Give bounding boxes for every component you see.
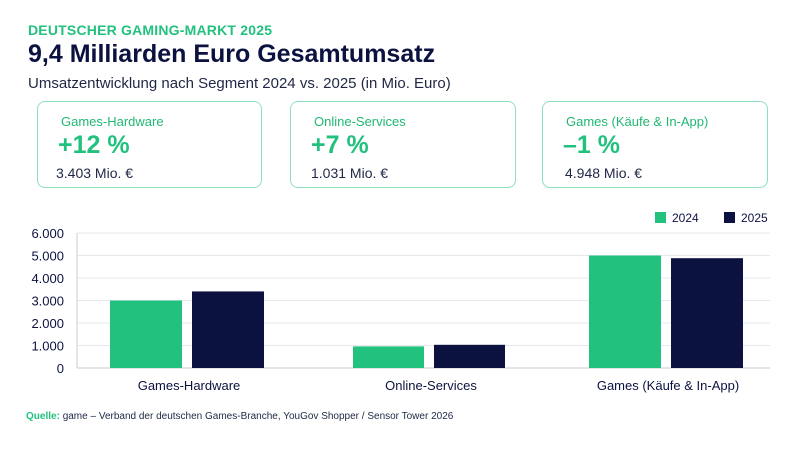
page-title: 9,4 Milliarden Euro Gesamtumsatz bbox=[28, 40, 436, 68]
y-tick-label: 0 bbox=[57, 361, 64, 376]
kpi-card-hardware: Games-Hardware +12 % 3.403 Mio. € bbox=[37, 101, 262, 188]
legend-swatch-2024 bbox=[655, 212, 666, 223]
kpi-value: 3.403 Mio. € bbox=[56, 165, 134, 181]
kpi-card-online-services: Online-Services +7 % 1.031 Mio. € bbox=[290, 101, 516, 188]
chart-kicker: DEUTSCHER GAMING-MARKT 2025 bbox=[28, 22, 273, 38]
legend-label: 2025 bbox=[741, 211, 768, 225]
kpi-label: Games-Hardware bbox=[61, 114, 164, 129]
chart-subtitle: Umsatzentwicklung nach Segment 2024 vs. … bbox=[28, 75, 451, 92]
legend-swatch-2025 bbox=[724, 212, 735, 223]
bar-2024 bbox=[353, 346, 424, 368]
kpi-label: Online-Services bbox=[314, 114, 406, 129]
bar-2025 bbox=[434, 344, 505, 368]
kpi-delta: +7 % bbox=[311, 131, 369, 159]
source-label: Quelle: bbox=[26, 411, 60, 422]
x-tick-label: Games-Hardware bbox=[138, 378, 241, 393]
kpi-label: Games (Käufe & In-App) bbox=[566, 114, 709, 129]
kpi-value: 4.948 Mio. € bbox=[565, 165, 643, 181]
y-tick-label: 3.000 bbox=[31, 294, 64, 309]
legend-label: 2024 bbox=[672, 211, 699, 225]
y-tick-label: 5.000 bbox=[31, 249, 64, 264]
x-tick-label: Games (Käufe & In-App) bbox=[597, 378, 739, 393]
kpi-value: 1.031 Mio. € bbox=[311, 165, 389, 181]
y-tick-label: 4.000 bbox=[31, 271, 64, 286]
kpi-card-games: Games (Käufe & In-App) –1 % 4.948 Mio. € bbox=[542, 101, 768, 188]
source-note: Quelle: game – Verband der deutschen Gam… bbox=[26, 411, 453, 422]
bar-2024 bbox=[589, 255, 661, 368]
y-tick-label: 2.000 bbox=[31, 316, 64, 331]
kpi-delta: +12 % bbox=[58, 131, 130, 159]
bar-2025 bbox=[671, 258, 743, 368]
y-tick-label: 1.000 bbox=[31, 339, 64, 354]
kpi-delta: –1 % bbox=[563, 131, 620, 159]
bar-2025 bbox=[192, 291, 264, 368]
y-tick-label: 6.000 bbox=[31, 226, 64, 241]
source-text: game – Verband der deutschen Games-Branc… bbox=[62, 411, 454, 422]
x-tick-label: Online-Services bbox=[385, 378, 477, 393]
bar-chart: 0 1.000 2.000 3.000 4.000 5.000 6.000 Games-Har… bbox=[31, 211, 770, 393]
bar-2024 bbox=[110, 300, 182, 368]
